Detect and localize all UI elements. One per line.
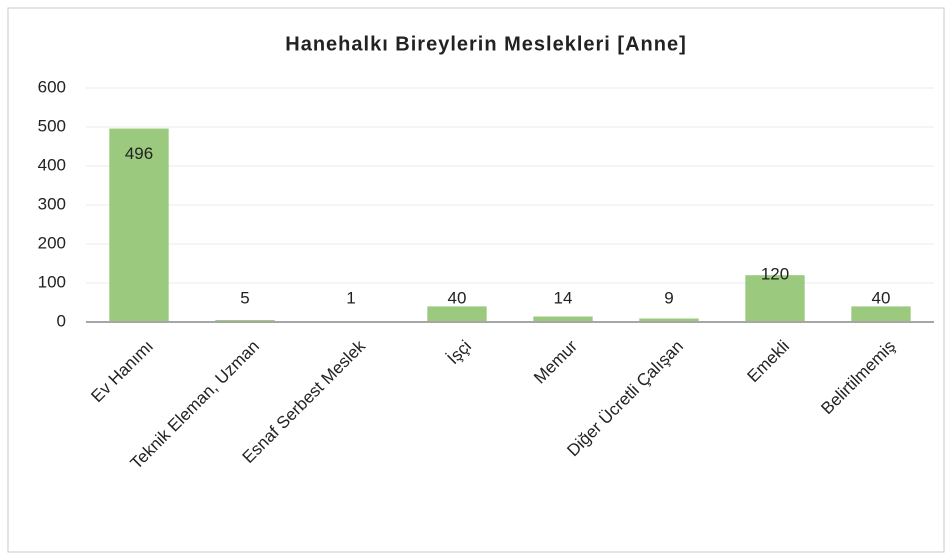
chart-title: Hanehalkı Bireylerin Meslekleri [Anne]	[285, 33, 686, 55]
bar	[639, 318, 699, 322]
data-label: 9	[664, 288, 673, 307]
data-label: 1	[346, 288, 355, 307]
y-tick-label: 0	[57, 311, 66, 330]
data-label: 5	[240, 288, 249, 307]
y-tick-label: 300	[38, 194, 66, 213]
data-label: 40	[448, 288, 467, 307]
bar	[427, 306, 487, 322]
y-tick-label: 200	[38, 233, 66, 252]
bar	[851, 306, 911, 322]
bar	[533, 316, 593, 322]
data-label: 14	[554, 288, 573, 307]
data-label: 496	[125, 144, 153, 163]
bar	[745, 275, 805, 322]
y-tick-label: 100	[38, 272, 66, 291]
data-label: 120	[761, 265, 789, 284]
y-tick-label: 400	[38, 155, 66, 174]
y-tick-label: 600	[38, 77, 66, 96]
data-label: 40	[872, 288, 891, 307]
y-tick-label: 500	[38, 116, 66, 135]
bar	[109, 128, 169, 322]
